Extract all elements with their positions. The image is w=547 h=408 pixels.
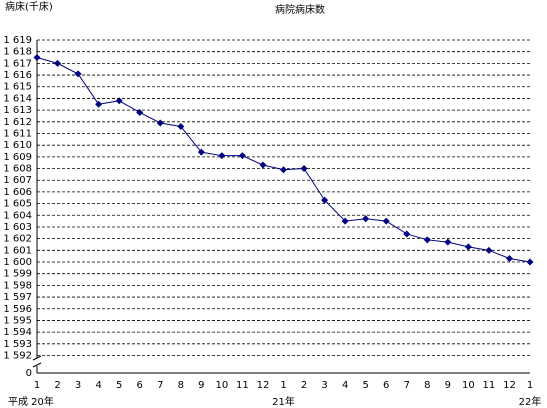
y-tick-label: 1 604 xyxy=(3,210,32,221)
y-tick-label: 1 598 xyxy=(3,280,32,291)
y-tick-label: 1 606 xyxy=(3,187,32,198)
data-point xyxy=(485,246,493,254)
x-tick-label: 1 xyxy=(34,380,40,391)
y-tick-label: 1 603 xyxy=(3,222,32,233)
y-tick-label: 1 612 xyxy=(3,117,32,128)
data-point xyxy=(280,166,287,174)
y-tick-label: 1 596 xyxy=(3,304,32,315)
x-tick-label: 5 xyxy=(116,380,122,391)
x-tick-label: 2 xyxy=(301,380,307,391)
x-tick-label: 10 xyxy=(216,380,229,391)
x-tick-label: 3 xyxy=(75,380,81,391)
x-tick-label: 7 xyxy=(404,380,410,391)
data-point xyxy=(33,54,41,62)
x-tick-label: 1 xyxy=(280,380,286,391)
data-point xyxy=(218,152,226,160)
data-point xyxy=(341,217,349,225)
x-tick-label: 1 xyxy=(527,380,533,391)
x-tick-label: 4 xyxy=(342,380,348,391)
y-tick-label: 1 615 xyxy=(3,82,32,93)
y-tick-label: 1 593 xyxy=(3,339,32,350)
data-point xyxy=(423,236,431,244)
data-point xyxy=(197,148,205,156)
y-tick-label: 1 605 xyxy=(3,199,32,210)
y-tick-label: 1 594 xyxy=(3,327,32,338)
data-point xyxy=(526,258,534,266)
y-tick-label: 1 613 xyxy=(3,105,32,116)
y-tick-label: 1 602 xyxy=(3,234,32,245)
group-label: 21年 xyxy=(272,395,295,408)
y-tick-label: 1 600 xyxy=(3,257,32,268)
x-tick-label: 2 xyxy=(54,380,60,391)
data-point xyxy=(259,161,267,169)
y-tick-label: 1 616 xyxy=(3,70,32,81)
data-point xyxy=(95,100,103,108)
x-tick-label: 5 xyxy=(362,380,368,391)
data-point xyxy=(136,108,144,116)
x-tick-label: 11 xyxy=(236,380,249,391)
y-axis-label: 病床(千床) xyxy=(5,0,53,13)
x-tick-label: 12 xyxy=(257,380,270,391)
data-point xyxy=(505,255,513,263)
data-point xyxy=(238,152,246,160)
data-point xyxy=(464,243,472,251)
x-tick-label: 3 xyxy=(321,380,327,391)
data-point xyxy=(115,97,123,105)
y-tick-label: 1 618 xyxy=(3,47,32,58)
y-tick-label: 1 614 xyxy=(3,93,32,104)
data-point xyxy=(362,215,370,223)
y-tick-label: 1 599 xyxy=(3,269,32,280)
y-tick-label: 1 609 xyxy=(3,152,32,163)
y-tick-label: 1 595 xyxy=(3,315,32,326)
x-tick-label: 6 xyxy=(383,380,389,391)
y-tick-label: 1 601 xyxy=(3,245,32,256)
y-tick-label: 0 xyxy=(26,368,32,379)
data-point xyxy=(74,70,82,78)
x-tick-label: 7 xyxy=(157,380,163,391)
x-tick-label: 9 xyxy=(445,380,451,391)
x-tick-label: 9 xyxy=(198,380,204,391)
y-tick-label: 1 592 xyxy=(3,351,32,362)
chart-title: 病院病床数 xyxy=(275,3,325,16)
y-tick-label: 1 610 xyxy=(3,140,32,151)
data-point xyxy=(300,165,308,173)
x-tick-label: 10 xyxy=(462,380,475,391)
x-tick-label: 6 xyxy=(137,380,143,391)
axis-break xyxy=(32,355,42,368)
data-point xyxy=(54,59,62,67)
x-tick-label: 11 xyxy=(483,380,496,391)
x-tick-label: 8 xyxy=(178,380,184,391)
group-label: 22年 xyxy=(519,395,542,408)
group-label: 平成 20年 xyxy=(8,395,54,408)
x-tick-label: 4 xyxy=(95,380,101,391)
data-point xyxy=(321,196,329,204)
data-point xyxy=(403,230,411,238)
y-tick-label: 1 619 xyxy=(3,35,32,46)
data-point xyxy=(444,238,452,246)
y-tick-label: 1 607 xyxy=(3,175,32,186)
data-point xyxy=(156,119,164,127)
y-tick-label: 1 617 xyxy=(3,58,32,69)
y-tick-label: 1 597 xyxy=(3,292,32,303)
data-point xyxy=(382,217,390,225)
series-line xyxy=(36,57,531,263)
y-tick-label: 1 608 xyxy=(3,164,32,175)
x-tick-label: 8 xyxy=(424,380,430,391)
y-tick-label: 1 611 xyxy=(3,128,32,139)
data-point xyxy=(177,122,185,130)
x-tick-label: 12 xyxy=(503,380,516,391)
